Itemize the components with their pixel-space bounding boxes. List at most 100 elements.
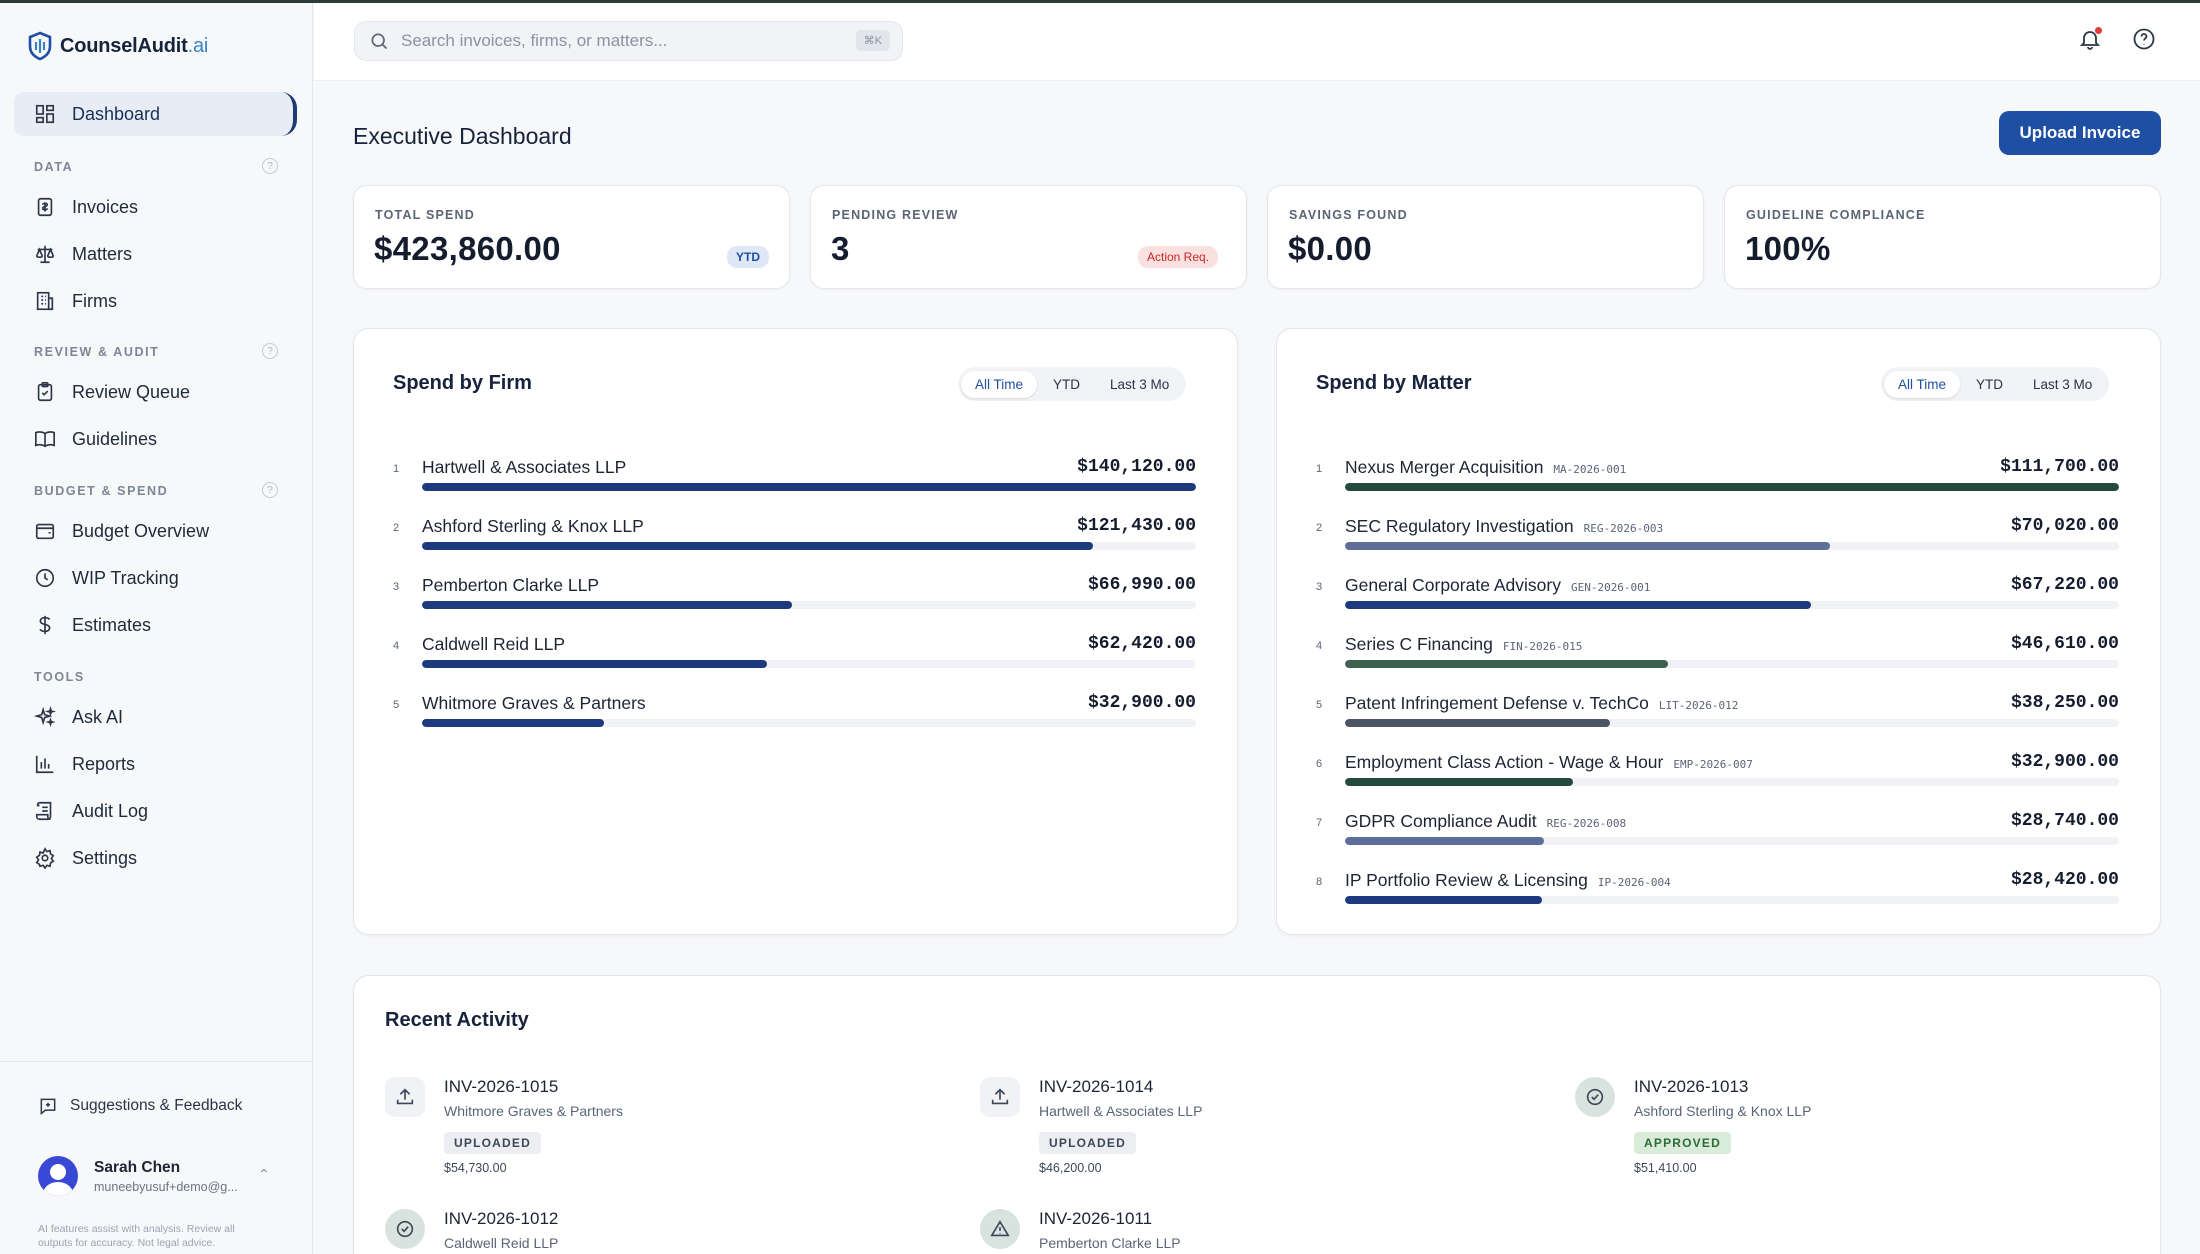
spend-row[interactable]: 8 IP Portfolio Review & Licensing IP-2026-… [1316,870,2119,912]
matter-code: FIN-2026-015 [1502,640,1583,653]
firm-name: Ashford Sterling & Knox LLP [1634,1103,1812,1119]
row-name-text: Whitmore Graves & Partners [422,693,646,713]
bar-fill [1345,719,1611,727]
kpi-total-spend: TOTAL SPEND $423,860.00 YTD [353,185,790,289]
nav-guidelines[interactable]: Guidelines [14,417,297,461]
nav-audit-log[interactable]: Audit Log [14,789,297,833]
nav-wip-tracking[interactable]: WIP Tracking [14,556,297,600]
row-amount: $62,420.00 [1087,634,1196,654]
matter-code: REG-2026-008 [1546,817,1627,830]
nav-label: Reports [72,753,136,774]
invoice-icon [37,197,53,217]
recent-activity-panel: Recent Activity INV-2026-1015 Whitmore G… [353,975,2161,1254]
row-rank: 3 [393,581,400,593]
nav-reports[interactable]: Reports [14,742,297,786]
row-amount: $28,740.00 [2010,811,2119,831]
upload-invoice-button[interactable]: Upload Invoice [1999,111,2161,155]
search-input[interactable] [401,31,831,51]
filter-ytd[interactable]: YTD [1976,376,2004,392]
user-info: Sarah Chen muneebyusuf+demo@g... [94,1159,238,1194]
help-button[interactable] [2130,25,2158,53]
firm-name: Whitmore Graves & Partners [444,1103,623,1119]
spend-row[interactable]: 5 Patent Infringement Defense v. TechCo LI… [1316,693,2119,735]
spend-row[interactable]: 2 Ashford Sterling & Knox LLP $121,430.00 [393,516,1196,558]
spend-row[interactable]: 1 Hartwell & Associates LLP $140,120.00 [393,457,1196,499]
filter-all-time[interactable]: All Time [961,370,1038,398]
invoice-amount: $46,200.00 [1039,1161,1102,1175]
kpi-value: 100% [1745,230,1831,267]
row-name: IP Portfolio Review & Licensing IP-2026-0… [1345,870,1671,891]
avatar [38,1156,78,1196]
nav-settings[interactable]: Settings [14,836,297,880]
clipboard-check-icon [37,382,53,402]
sidebar: CounselAudit.ai Dashboard DATA ? Invoice… [0,3,313,1254]
row-name-text: SEC Regulatory Investigation [1345,516,1574,536]
matter-code: LIT-2026-012 [1658,699,1739,712]
nav-firms[interactable]: Firms [14,279,297,323]
help-icon[interactable]: ? [262,158,278,174]
spend-row[interactable]: 4 Series C Financing FIN-2026-015 $46,610.0… [1316,634,2119,676]
spend-row[interactable]: 2 SEC Regulatory Investigation REG-2026-00… [1316,516,2119,558]
bar-track [1345,601,2119,609]
clock-icon [35,568,55,588]
row-name-text: General Corporate Advisory [1345,575,1561,595]
filter-all-time[interactable]: All Time [1884,370,1961,398]
invoice-amount: $54,730.00 [444,1161,507,1175]
row-name: Pemberton Clarke LLP [422,575,599,596]
spend-row[interactable]: 7 GDPR Compliance Audit REG-2026-008 $28,74… [1316,811,2119,853]
bar-track [1345,719,2119,727]
nav-ask-ai[interactable]: Ask AI [14,695,297,739]
nav-label: Budget Overview [72,520,210,541]
bar-track [422,542,1196,550]
filter-last-3-mo[interactable]: Last 3 Mo [2033,376,2093,392]
bar-fill [422,719,604,727]
section-label-review: REVIEW & AUDIT [34,345,160,359]
search-bar[interactable]: ⌘K [354,21,903,61]
kpi-pending-review: PENDING REVIEW 3 Action Req. [810,185,1247,289]
section-label-tools: TOOLS [34,670,85,684]
chevron-up-icon[interactable]: ⌃ [258,1166,270,1182]
bell-icon [2079,31,2101,50]
logo[interactable]: CounselAudit.ai [27,31,208,61]
nav-invoices[interactable]: Invoices [14,185,297,229]
kpi-label: TOTAL SPEND [375,208,476,222]
warning-icon [980,1209,1020,1249]
nav-matters[interactable]: Matters [14,232,297,276]
spend-row[interactable]: 3 Pemberton Clarke LLP $66,990.00 [393,575,1196,617]
matter-code: REG-2026-003 [1583,522,1664,535]
scroll-icon [35,801,52,821]
invoice-id: INV-2026-1011 [1039,1209,1153,1228]
nav-dashboard[interactable]: Dashboard [14,92,297,136]
spend-row[interactable]: 1 Nexus Merger Acquisition MA-2026-001 $111… [1316,457,2119,499]
spend-row[interactable]: 3 General Corporate Advisory GEN-2026-001 $… [1316,575,2119,617]
suggestions-feedback-link[interactable]: Suggestions & Feedback [38,1096,242,1116]
row-rank: 4 [393,640,400,652]
bar-chart-icon [35,755,54,774]
filter-ytd[interactable]: YTD [1053,376,1081,392]
check-circle-icon [1575,1077,1615,1117]
spend-row[interactable]: 6 Employment Class Action - Wage & Hour EM… [1316,752,2119,794]
filter-last-3-mo[interactable]: Last 3 Mo [1110,376,1170,392]
row-rank: 7 [1316,817,1323,829]
nav-review-queue[interactable]: Review Queue [14,370,297,414]
spend-row[interactable]: 4 Caldwell Reid LLP $62,420.00 [393,634,1196,676]
help-icon[interactable]: ? [262,343,278,359]
row-name: Ashford Sterling & Knox LLP [422,516,644,537]
nav-label: Dashboard [72,103,161,124]
row-amount: $121,430.00 [1077,516,1196,536]
row-rank: 3 [1316,581,1323,593]
bar-fill [1345,601,1811,609]
row-name: SEC Regulatory Investigation REG-2026-003 [1345,516,1663,537]
nav-estimates[interactable]: Estimates [14,603,297,647]
row-name: Series C Financing FIN-2026-015 [1345,634,1582,655]
spend-row[interactable]: 5 Whitmore Graves & Partners $32,900.00 [393,693,1196,735]
ytd-badge: YTD [727,246,769,268]
row-amount: $28,420.00 [2010,870,2119,890]
row-rank: 1 [393,463,400,475]
row-name: General Corporate Advisory GEN-2026-001 [1345,575,1650,596]
notifications-button[interactable] [2076,25,2104,53]
user-menu[interactable]: Sarah Chen muneebyusuf+demo@g... ⌃ [38,1156,288,1196]
help-icon[interactable]: ? [262,482,278,498]
nav-label: Audit Log [72,800,149,821]
nav-budget-overview[interactable]: Budget Overview [14,509,297,553]
